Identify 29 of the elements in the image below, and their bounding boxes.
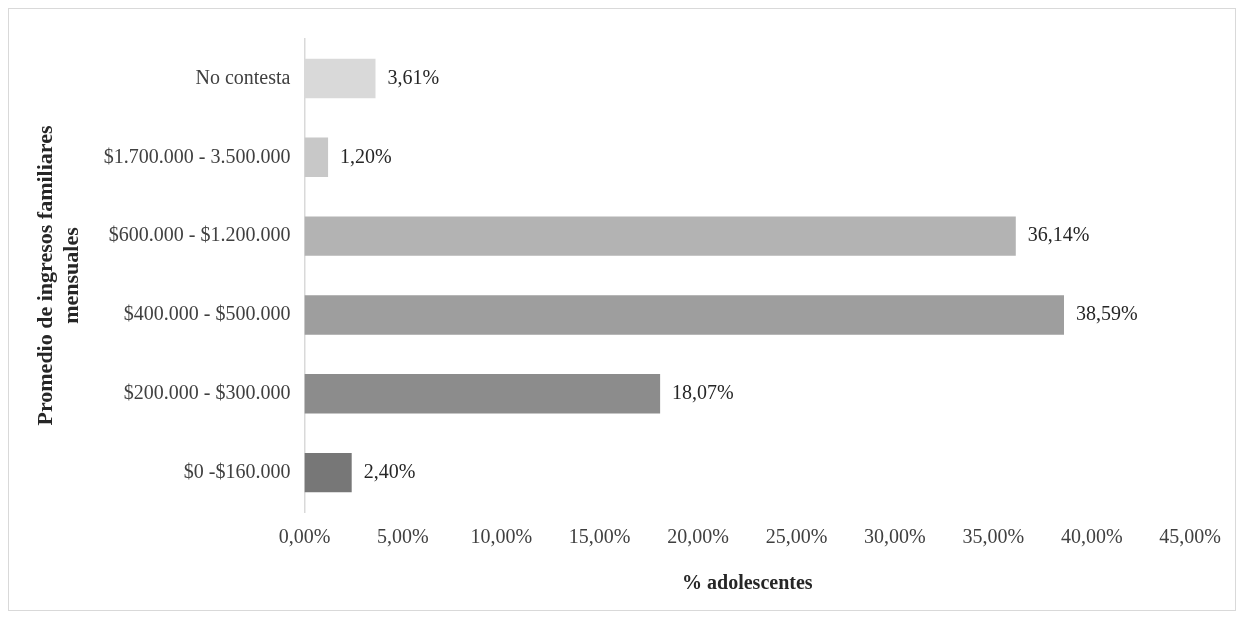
x-axis-title: % adolescentes [682, 571, 813, 594]
data-label: 36,14% [1027, 223, 1090, 246]
data-label: 38,59% [1076, 302, 1138, 325]
x-tick-label: 45,00% [1159, 525, 1222, 548]
bar [304, 216, 1016, 256]
y-axis-title: Promedio de ingresos familiares mensuales [31, 125, 84, 426]
data-label: 1,20% [340, 144, 392, 167]
x-tick-label: 25,00% [765, 525, 828, 548]
x-tick-label: 0,00% [278, 525, 331, 548]
x-tick-label: 5,00% [377, 525, 429, 548]
x-tick-label: 35,00% [962, 525, 1025, 548]
data-label: 2,40% [363, 459, 416, 482]
bar [304, 295, 1065, 335]
data-label: 18,07% [672, 381, 734, 403]
y-tick-label: $400.000 - $500.000 [123, 302, 291, 325]
x-tick-label: 40,00% [1060, 525, 1123, 548]
y-tick-label: $200.000 - $300.000 [123, 381, 291, 403]
x-tick-label: 30,00% [864, 525, 926, 548]
data-label: 3,61% [387, 65, 440, 88]
x-tick-label: 15,00% [568, 525, 631, 548]
x-tick-label: 10,00% [470, 525, 533, 548]
bar [304, 374, 661, 414]
y-tick-label: No contesta [195, 65, 291, 88]
bar [304, 452, 352, 493]
y-tick-label: $0 -$160.000 [183, 459, 291, 482]
x-tick-label: 20,00% [667, 525, 729, 548]
y-tick-label: $600.000 - $1.200.000 [108, 223, 291, 246]
y-tick-label: $1.700.000 - 3.500.000 [103, 144, 291, 167]
bar [304, 137, 329, 177]
